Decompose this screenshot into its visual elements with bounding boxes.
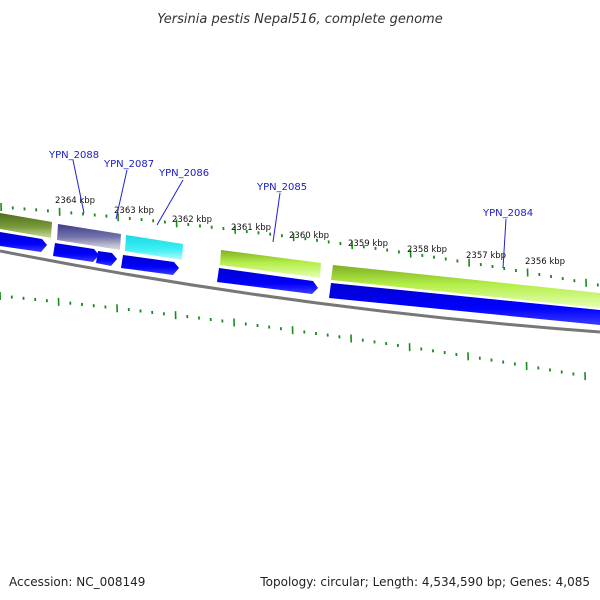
feature-band-purple — [57, 224, 121, 250]
gene-label-ypn-2088[interactable]: YPN_2088 — [48, 150, 99, 214]
tick-label: 2362 kbp — [172, 215, 212, 225]
feature-band-lime — [331, 265, 600, 308]
gene-label-ypn-2084[interactable]: YPN_2084 — [482, 208, 533, 269]
tick-label: 2359 kbp — [348, 239, 388, 249]
gene-label-text[interactable]: YPN_2087 — [103, 159, 154, 170]
gene-labels: YPN_2088 YPN_2087 YPN_2086 YPN_2085 YPN_… — [48, 150, 533, 269]
feature-band-cyan — [125, 235, 183, 260]
feature-band-lime — [220, 250, 321, 278]
leader-line — [502, 218, 507, 269]
gene-label-text[interactable]: YPN_2088 — [48, 150, 99, 161]
tick-label: 2363 kbp — [114, 206, 154, 216]
leader-line — [272, 192, 281, 243]
tick-label: 2360 kbp — [289, 231, 329, 241]
accession-text: Accession: NC_008149 — [9, 575, 145, 589]
gene-label-text[interactable]: YPN_2084 — [482, 208, 533, 219]
map-title: Yersinia pestis Nepal516, complete genom… — [157, 12, 442, 27]
gene-label-ypn-2087[interactable]: YPN_2087 — [103, 159, 154, 220]
gene-label-ypn-2086[interactable]: YPN_2086 — [156, 168, 209, 226]
cds-arrow — [217, 268, 318, 294]
gene-label-ypn-2085[interactable]: YPN_2085 — [256, 182, 307, 243]
feature-ring — [0, 213, 600, 308]
cds-arrow — [53, 243, 99, 262]
tick-label: 2358 kbp — [407, 245, 447, 255]
feature-band-olive — [0, 213, 52, 238]
gene-label-text[interactable]: YPN_2085 — [256, 182, 307, 193]
gene-label-text[interactable]: YPN_2086 — [158, 168, 209, 179]
tick-ring-lower — [0, 291, 586, 381]
tick-label: 2357 kbp — [466, 251, 506, 261]
cds-ring — [0, 232, 600, 325]
tick-labels: 2364 kbp 2363 kbp 2362 kbp 2361 kbp 2360… — [55, 196, 565, 267]
tick-label: 2356 kbp — [525, 257, 565, 267]
cds-arrow — [329, 283, 600, 325]
genome-summary-text: Topology: circular; Length: 4,534,590 bp… — [259, 575, 590, 589]
genome-backbone — [0, 249, 600, 334]
tick-ring-upper — [0, 202, 599, 287]
leader-line — [115, 169, 128, 220]
tick-label: 2364 kbp — [55, 196, 95, 206]
leader-line — [72, 159, 85, 214]
cds-arrow — [96, 251, 117, 266]
tick-label: 2361 kbp — [231, 223, 271, 233]
cds-arrow — [121, 255, 179, 275]
cds-arrow — [0, 232, 47, 252]
leader-line — [156, 179, 184, 226]
